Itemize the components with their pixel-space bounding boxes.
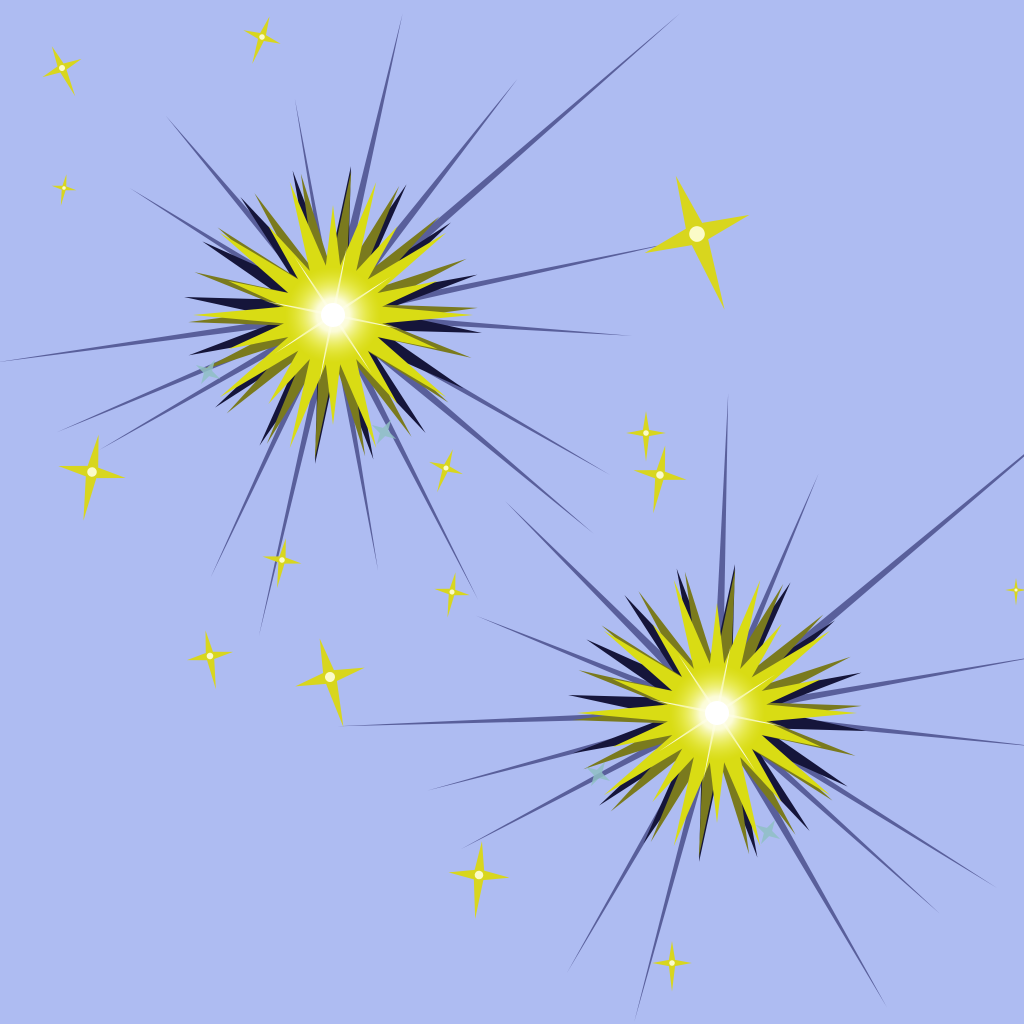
sparkle-star <box>644 175 750 310</box>
burst-ray <box>504 500 707 703</box>
burst-ray <box>460 718 702 850</box>
sparkle-center <box>324 671 336 683</box>
sparkle-center <box>643 430 649 436</box>
burst-ray <box>722 727 887 1008</box>
sparkle-shape <box>186 630 234 690</box>
burst-ray <box>736 658 1024 714</box>
sparkle-glint <box>755 819 781 845</box>
sparkle-glint-shape <box>585 761 611 787</box>
burst-cores <box>184 166 866 862</box>
sparkle-shape <box>448 841 510 920</box>
sparkles <box>42 16 1024 992</box>
sparkle-shape <box>434 572 470 618</box>
sparkle-star <box>1005 578 1024 606</box>
burst-ray <box>332 12 403 297</box>
burst-center <box>321 303 345 327</box>
sparkle-shape <box>243 16 281 64</box>
burst-ray <box>332 334 379 572</box>
burst-ray <box>338 331 479 601</box>
sparkle-shape <box>429 449 463 493</box>
sparkle-center <box>58 64 66 72</box>
burst-center <box>705 701 729 725</box>
sparkle-center <box>449 589 455 595</box>
sparkle-star <box>262 538 302 589</box>
sparkle-glint <box>371 419 397 445</box>
sparkle-center <box>62 186 66 190</box>
sparkle-star <box>295 638 365 728</box>
burst-ray <box>210 331 329 578</box>
sparkle-star <box>429 449 463 493</box>
sparkle-shape <box>42 46 82 97</box>
burst-ray <box>351 240 686 315</box>
sparkle-star <box>186 630 234 690</box>
sparkle-shape <box>633 445 687 514</box>
sparkle-center <box>656 471 664 479</box>
sparkle-star <box>633 445 687 514</box>
sparkle-star <box>434 572 470 618</box>
sparkle-center <box>279 557 285 563</box>
sparkle-star <box>51 174 77 206</box>
sparkle-center <box>259 34 265 40</box>
sparkle-glint-shape <box>371 419 397 445</box>
burst-core-2 <box>568 564 866 862</box>
sparkle-shape <box>652 941 692 992</box>
burst-ray <box>634 731 716 1023</box>
sparkle-glint <box>195 359 221 385</box>
sparkle-star <box>58 434 126 521</box>
sparkle-star <box>448 841 510 920</box>
sparkle-shape <box>51 174 77 206</box>
sparkle-center <box>87 467 97 477</box>
sparkle-shape <box>644 175 750 310</box>
sparkle-center <box>689 226 705 242</box>
burst-ray <box>99 321 318 450</box>
sparkle-center <box>669 960 675 966</box>
sparkle-glint-shape <box>195 359 221 385</box>
sparkle-glint <box>585 761 611 787</box>
burst-ray <box>729 723 940 914</box>
sparkle-center <box>474 870 484 880</box>
sparkle-center <box>206 652 214 660</box>
sparkle-shape <box>58 434 126 521</box>
sparkle-star <box>243 16 281 64</box>
sparkle-shape <box>1005 578 1024 606</box>
sparkle-shape <box>295 638 365 728</box>
sparkle-star <box>42 46 82 97</box>
burst-ray <box>344 13 681 306</box>
sparkle-shape <box>262 538 302 589</box>
burst-ray <box>0 313 314 362</box>
sparkle-shape <box>626 411 666 462</box>
burst-core-1 <box>184 166 482 464</box>
sparkle-star <box>626 411 666 462</box>
sparkle-star <box>652 941 692 992</box>
sparkle-center <box>1014 588 1018 592</box>
burst-ray <box>345 324 594 534</box>
sparkle-glint-shape <box>755 819 781 845</box>
sparkle-center <box>443 465 449 471</box>
